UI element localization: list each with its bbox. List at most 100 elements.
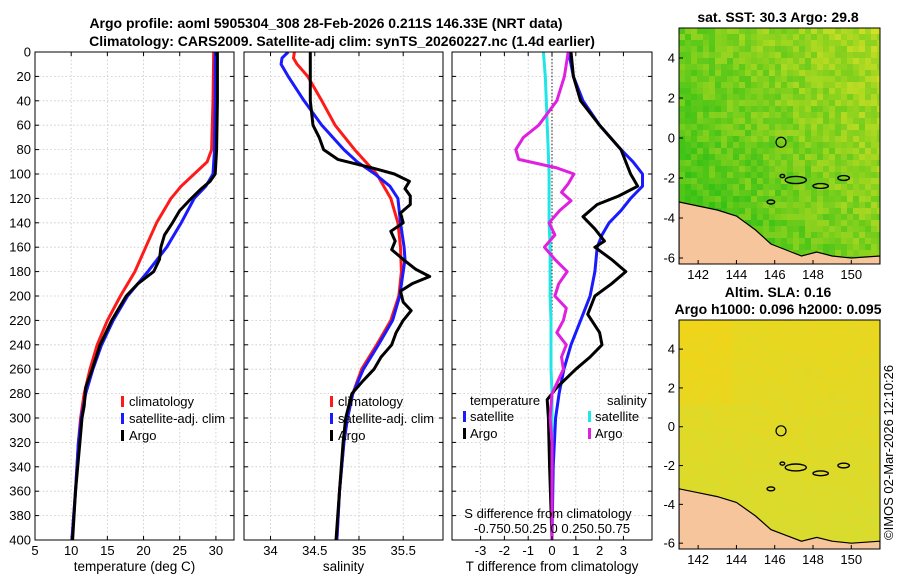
map-y-tick-label: 0	[668, 419, 675, 434]
legend-swatch-satellite	[330, 413, 333, 424]
legend-swatch-s-argo	[588, 428, 591, 439]
sla-map-title-line2: Argo h1000: 0.096 h2000: 0.095	[674, 301, 881, 317]
chart-title-line2: Climatology: CARS2009. Satellite-adj cli…	[89, 33, 595, 49]
y-tick-label: 60	[17, 118, 31, 133]
island-outline	[784, 175, 808, 185]
s-difference-label: S difference from climatology	[464, 506, 632, 521]
map-x-tick-label: 146	[764, 552, 786, 567]
sla-map-title-line1: Altim. SLA: 0.16	[725, 284, 832, 300]
temperature-panel: 5 10 15 20 25 30 temperature (deg C) 0 20 40 60 80 1…	[9, 45, 235, 574]
legend-swatch-climatology	[330, 396, 333, 407]
chart-title-line1: Argo profile: aoml 5905304_308 28-Feb-20…	[89, 15, 562, 31]
legend-label-satellite: satellite-adj. clim	[338, 411, 434, 426]
y-tick-label: 20	[17, 69, 31, 84]
y-tick-label: 40	[17, 93, 31, 108]
series-line-s-argo	[514, 52, 576, 540]
y-tick-label: 360	[9, 484, 31, 499]
x-tick-label: 1	[572, 543, 579, 558]
legend-label-satellite: satellite-adj. clim	[129, 411, 225, 426]
x-tick-label: 15	[100, 543, 114, 558]
island-outline	[766, 486, 776, 492]
legend-swatch-satellite	[121, 413, 124, 424]
map-x-tick-label: 150	[840, 552, 862, 567]
x-tick-label: 35	[352, 543, 366, 558]
land-mass	[679, 201, 880, 264]
x-tick-label: 35.5	[391, 543, 416, 558]
x-tick-label: 30	[209, 543, 223, 558]
legend-label-climatology: climatology	[338, 394, 404, 409]
legend-swatch-s-satellite	[588, 411, 591, 422]
sla-map: 142 144 146 148 150 -6 -4 -2 0 2 4	[663, 319, 881, 567]
island-outline	[779, 173, 786, 179]
y-tick-label: 240	[9, 337, 31, 352]
map-x-tick-label: 142	[687, 552, 709, 567]
legend-swatch-argo	[121, 430, 124, 441]
map-x-tick-label: 144	[726, 267, 748, 282]
legend-label-s-satellite: satellite	[595, 409, 639, 424]
argo-position-marker	[775, 136, 787, 148]
map-x-tick-label: 148	[802, 552, 824, 567]
y-tick-label: 120	[9, 191, 31, 206]
map-y-tick-label: 0	[668, 131, 675, 146]
y-tick-label: 260	[9, 362, 31, 377]
x-tick-label: 20	[136, 543, 150, 558]
x-axis-label: T difference from climatology	[466, 559, 639, 574]
y-tick-label: 180	[9, 264, 31, 279]
y-tick-label: 220	[9, 313, 31, 328]
y-tick-label: 200	[9, 289, 31, 304]
legend-label-argo: Argo	[129, 428, 156, 443]
temperature-legend: climatology satellite-adj. clim Argo	[121, 394, 225, 443]
island-outline	[837, 174, 851, 182]
legend-swatch-t-argo	[463, 428, 466, 439]
island-outline	[812, 470, 830, 477]
y-tick-label: 380	[9, 508, 31, 523]
legend-swatch-t-satellite	[463, 411, 466, 422]
x-tick-label: -3	[475, 543, 487, 558]
map-x-tick-label: 148	[802, 267, 824, 282]
legend-label-argo: Argo	[338, 428, 365, 443]
y-tick-label: 300	[9, 411, 31, 426]
map-y-tick-label: 4	[668, 342, 675, 357]
difference-panel: -3 -2 -1 0 1 2 3T difference from climatology	[451, 51, 653, 574]
map-y-tick-label: -4	[663, 497, 675, 512]
y-tick-label: 320	[9, 435, 31, 450]
y-tick-label: 0	[24, 45, 31, 60]
x-tick-label: 10	[64, 543, 78, 558]
legend-swatch-argo	[330, 430, 333, 441]
x-tick-label: 34.5	[302, 543, 327, 558]
legend-label-t-argo: Argo	[470, 426, 497, 441]
x-tick-label: -2	[499, 543, 511, 558]
salinity-legend: climatology satellite-adj. clim Argo	[330, 394, 434, 443]
legend-swatch-climatology	[121, 396, 124, 407]
map-y-tick-label: 2	[668, 91, 675, 106]
y-tick-label: 80	[17, 142, 31, 157]
island-outline	[784, 463, 808, 472]
x-axis-label: salinity	[323, 559, 365, 574]
island-outline	[837, 462, 851, 469]
island-outline	[812, 182, 830, 190]
argo-position-marker	[775, 425, 787, 437]
x-tick-label: 5	[31, 543, 38, 558]
legend-title-salinity: salinity	[607, 393, 647, 408]
map-x-tick-label: 144	[726, 552, 748, 567]
map-y-tick-label: 4	[668, 51, 675, 66]
y-tick-label: 160	[9, 240, 31, 255]
island-outline	[766, 199, 776, 205]
map-y-tick-label: -2	[663, 171, 675, 186]
legend-title-temperature: temperature	[470, 393, 540, 408]
salinity-panel: 34 34.5 35 35.5 salinity	[243, 51, 444, 574]
series-line-t-argo	[545, 52, 640, 540]
map-y-tick-label: -6	[663, 251, 675, 266]
y-tick-label: 100	[9, 167, 31, 182]
map-x-tick-label: 142	[687, 267, 709, 282]
s-difference-ticks: -0.750.50.25 0 0.250.50.75	[474, 521, 630, 536]
map-y-tick-label: -2	[663, 458, 675, 473]
x-axis-label: temperature (deg C)	[74, 559, 196, 574]
legend-label-climatology: climatology	[129, 394, 195, 409]
map-x-tick-label: 146	[764, 267, 786, 282]
series-line-argo	[308, 52, 432, 540]
map-y-tick-label: -6	[663, 536, 675, 551]
map-y-tick-label: -4	[663, 211, 675, 226]
series-line-argo	[71, 52, 219, 540]
